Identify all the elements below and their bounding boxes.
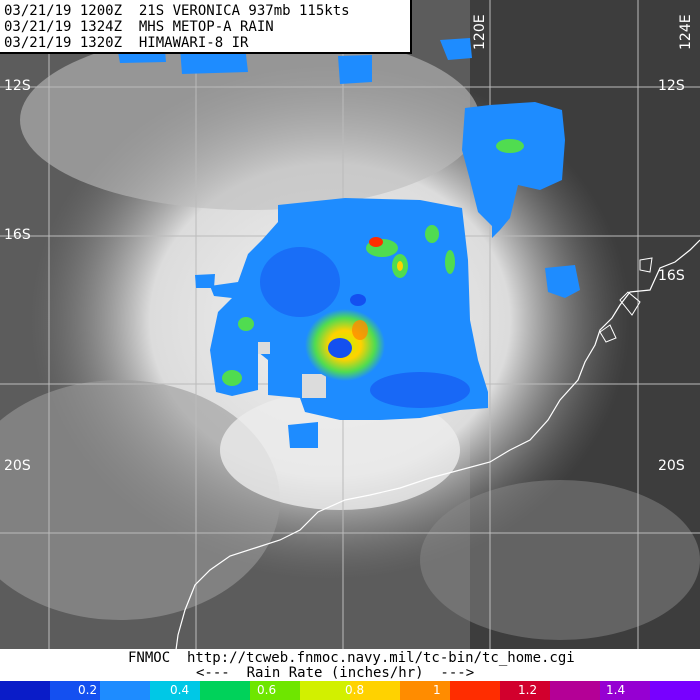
rain-rate-colorbar: [0, 681, 700, 700]
colorbar-segment: [500, 681, 550, 700]
colorbar-tick-label: 0.4: [170, 683, 190, 697]
colorbar-segment: [600, 681, 650, 700]
colorbar-tick-label: 0.6: [257, 683, 277, 697]
lat-label-16s-left: 16S: [4, 227, 31, 243]
colorbar-segment: [200, 681, 250, 700]
eye-center: [328, 338, 352, 358]
rain-gap: [302, 374, 326, 398]
colorbar-segment: [550, 681, 600, 700]
rainband-cell-2-core: [397, 261, 403, 271]
colorbar-segment: [0, 681, 50, 700]
islands: [599, 257, 653, 343]
colorbar-segment: [450, 681, 500, 700]
header-line-1: 03/21/19 1200Z 21S VERONICA 937mb 115kts: [4, 3, 350, 19]
colorbar-tick-label: 1.4: [606, 683, 626, 697]
lat-label-12s-left: 12S: [4, 78, 31, 94]
footer-rain-rate-caption: <--- Rain Rate (inches/hr) --->: [196, 665, 475, 681]
colorbar-tick-label: 0.8: [345, 683, 365, 697]
rain-darker-1: [260, 247, 340, 317]
colorbar-segment: [350, 681, 400, 700]
lat-label-20s-right: 20S: [658, 458, 685, 474]
rain-patch-north-2: [338, 55, 372, 84]
colorbar-tick-label: 1: [433, 683, 441, 697]
colorbar-segment: [650, 681, 700, 700]
image-header: 03/21/19 1200Z 21S VERONICA 937mb 115kts…: [0, 0, 412, 54]
eyewall-max: [352, 320, 368, 340]
rain-rate-overlay: [118, 38, 580, 448]
colorbar-tick-label: 1.2: [518, 683, 538, 697]
header-line-2: 03/21/19 1324Z MHS METOP-A RAIN: [4, 19, 274, 35]
rain-patch-east: [545, 265, 580, 298]
lat-label-12s-right: 12S: [658, 78, 685, 94]
rainband-cell-3: [425, 225, 439, 243]
rain-patch-south: [288, 422, 318, 448]
colorbar-segment: [250, 681, 300, 700]
rainband-cell-7: [496, 139, 524, 153]
header-line-3: 03/21/19 1320Z HIMAWARI-8 IR: [4, 35, 249, 51]
coastline: [175, 239, 700, 650]
colorbar-segment: [150, 681, 200, 700]
cloud-band-southeast: [420, 480, 700, 640]
rain-swath-northeast: [462, 102, 565, 238]
lon-label-124e: 124E: [678, 14, 694, 50]
rain-gap-2: [258, 342, 270, 354]
cloud-band-southwest: [0, 380, 280, 620]
rainband-cell-1-core: [369, 237, 383, 247]
colorbar-labels: 0.2 0.4 0.6 0.8 1 1.2 1.4: [0, 681, 700, 700]
image-footer: FNMOC http://tcweb.fnmoc.navy.mil/tc-bin…: [0, 649, 700, 681]
colorbar-segment: [100, 681, 150, 700]
rain-darker-2: [370, 372, 470, 408]
lat-label-16s-right: 16S: [658, 268, 685, 284]
cloud-band-south: [220, 390, 460, 510]
rain-patch-west: [195, 274, 215, 288]
colorbar-segment: [300, 681, 350, 700]
colorbar-segment: [400, 681, 450, 700]
rain-patch-north-1: [440, 38, 472, 60]
colorbar-segment: [50, 681, 100, 700]
lat-label-20s-left: 20S: [4, 458, 31, 474]
rainband-cell-5: [238, 317, 254, 331]
lon-label-120e: 120E: [472, 14, 488, 50]
footer-source: FNMOC http://tcweb.fnmoc.navy.mil/tc-bin…: [128, 650, 575, 666]
rainband-cell-6: [222, 370, 242, 386]
rainband-cell-4: [445, 250, 455, 274]
colorbar-tick-label: 0.2: [78, 683, 98, 697]
satellite-map: [0, 0, 700, 650]
cloud-band-north: [20, 30, 480, 210]
rainband-cell-8: [350, 294, 366, 306]
